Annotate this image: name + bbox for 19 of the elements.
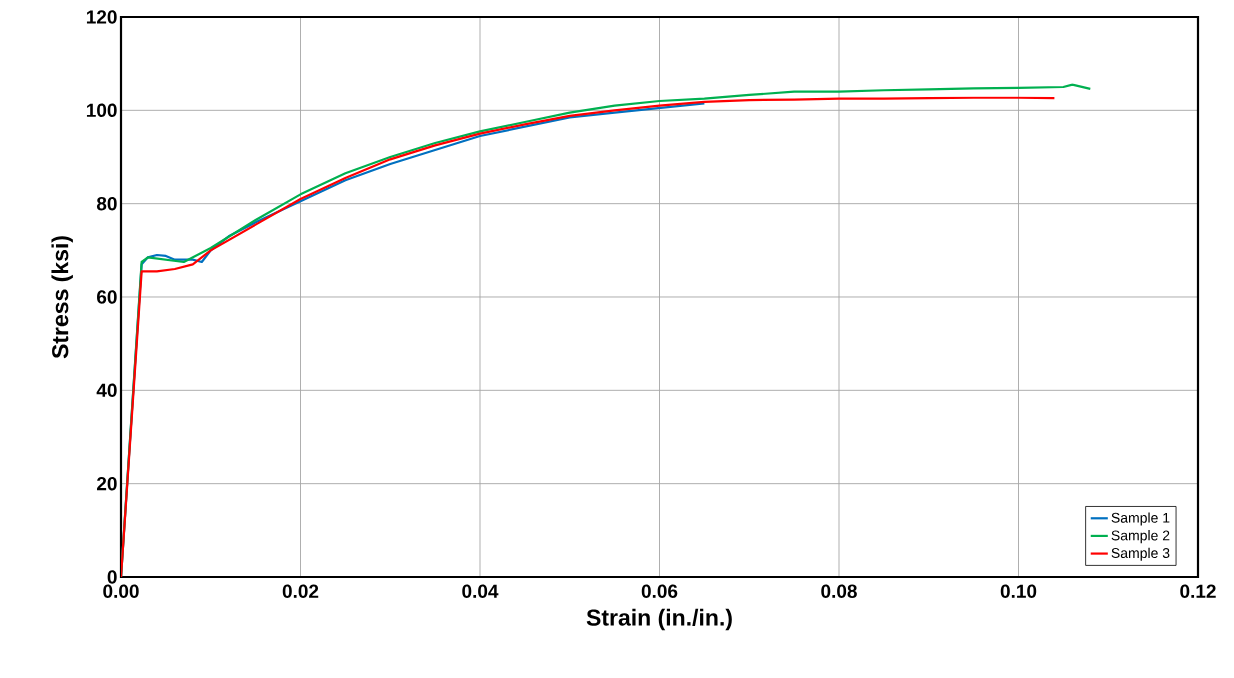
- y-tick-label: 20: [96, 476, 117, 491]
- x-tick-label: 0.10: [1000, 584, 1037, 598]
- x-tick-label: 0.00: [103, 584, 139, 598]
- y-tick-label: 40: [96, 383, 117, 398]
- x-tick-label: 0.02: [282, 584, 319, 598]
- legend-label: Sample 2: [1111, 530, 1170, 544]
- legend-label: Sample 1: [1111, 512, 1170, 526]
- x-tick-label: 0.06: [641, 584, 678, 598]
- x-axis-title: Strain (in./in.): [586, 608, 732, 631]
- x-tick-label: 0.12: [1180, 584, 1216, 598]
- y-tick-label: 0: [107, 570, 117, 584]
- y-tick-label: 120: [86, 10, 117, 24]
- x-tick-label: 0.04: [462, 584, 499, 598]
- y-tick-label: 100: [86, 103, 117, 118]
- legend-label: Sample 3: [1111, 547, 1170, 561]
- x-tick-label: 0.08: [821, 584, 857, 598]
- y-tick-label: 60: [97, 290, 117, 304]
- y-axis-title: Stress (ksi): [51, 236, 73, 359]
- y-tick-label: 80: [96, 196, 117, 211]
